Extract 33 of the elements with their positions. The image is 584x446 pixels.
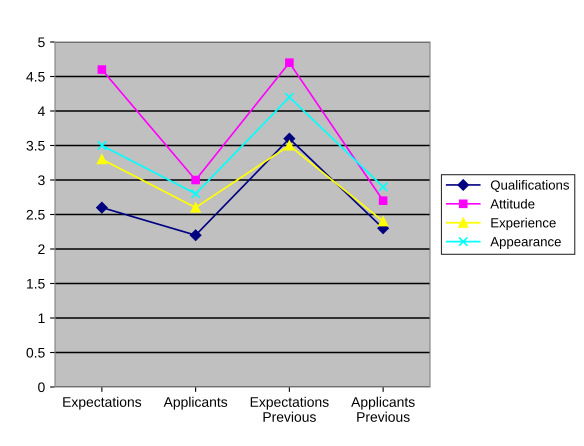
point (378, 216, 388, 226)
y-tick-label: 4.5 (26, 72, 45, 82)
x-tick-label: Expectations Previous (250, 396, 329, 422)
point (190, 188, 201, 199)
y-tick-label: 0.5 (26, 348, 45, 358)
point (285, 58, 294, 68)
point (96, 154, 107, 164)
point (96, 202, 108, 214)
y-tick-label: 5 (38, 37, 45, 48)
y-tick-label: 2.5 (26, 210, 45, 220)
point (378, 182, 388, 192)
legend-label: Appearance (490, 237, 561, 249)
point (190, 229, 202, 241)
y-tick-label: 3.5 (26, 140, 45, 151)
point (98, 65, 106, 74)
x-tick-label: Applicants (164, 396, 228, 410)
y-tick-label: 0 (38, 382, 45, 392)
x-tick-label: Applicants Previous (351, 396, 415, 422)
y-tick-label: 1.5 (27, 278, 45, 289)
x-tick-label: Expectations (63, 396, 142, 410)
point (191, 176, 200, 184)
point (190, 202, 201, 213)
point (96, 140, 107, 150)
y-tick-label: 2 (38, 244, 45, 254)
legend-label: Qualifications (490, 180, 570, 192)
y-tick-label: 3 (38, 175, 45, 186)
point (284, 92, 294, 102)
legend-label: Attitude (490, 198, 534, 209)
legend-label: Experience (491, 218, 556, 230)
y-tick-label: 1 (38, 313, 45, 324)
point (378, 196, 388, 206)
y-tick-label: 4 (38, 106, 45, 116)
point (284, 140, 294, 150)
